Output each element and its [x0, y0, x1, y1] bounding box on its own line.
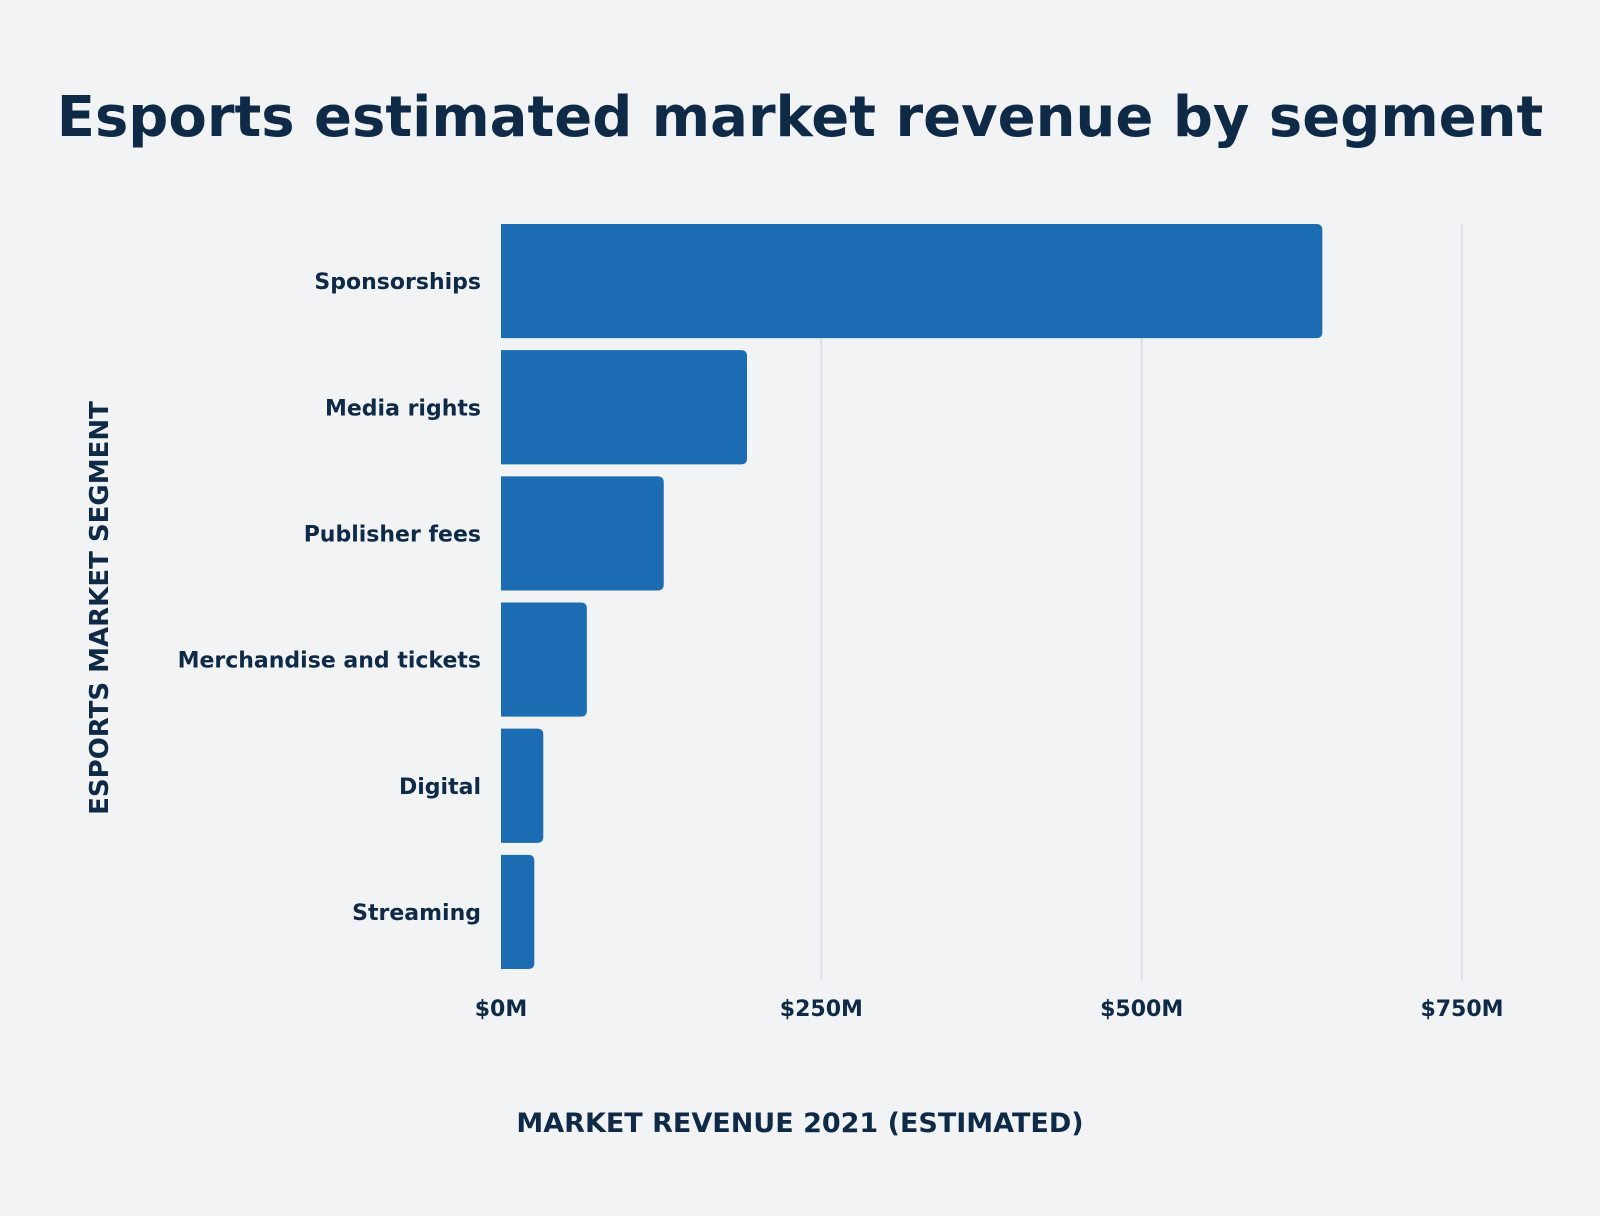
bar-merchandise-and-tickets — [501, 602, 587, 717]
category-label: Media rights — [325, 396, 481, 421]
category-label: Merchandise and tickets — [178, 649, 481, 674]
x-tick-label: $500M — [1100, 997, 1183, 1022]
gridlines — [820, 224, 1463, 981]
category-labels: Sponsorships Media rights Publisher fees Me… — [178, 270, 481, 926]
y-axis-title: ESPORTS MARKET SEGMENT — [85, 401, 115, 815]
bar-publisher-fees — [501, 476, 664, 591]
x-axis-title: MARKET REVENUE 2021 (ESTIMATED) — [516, 1108, 1083, 1139]
chart-title: Esports estimated market revenue by segm… — [57, 85, 1544, 150]
bar-sponsorships — [501, 224, 1323, 339]
category-label: Publisher fees — [304, 522, 481, 547]
category-label: Sponsorships — [314, 270, 481, 295]
category-label: Digital — [399, 775, 481, 800]
bars — [501, 224, 1323, 969]
x-tick-label: $0M — [475, 997, 528, 1022]
bar-digital — [501, 728, 544, 843]
bar-streaming — [501, 854, 535, 969]
x-tick-label: $750M — [1420, 997, 1503, 1022]
x-tick-label: $250M — [780, 997, 863, 1022]
bar-media-rights — [501, 350, 748, 465]
category-label: Streaming — [352, 901, 481, 926]
x-tick-labels: $0M $250M $500M $750M — [475, 997, 1504, 1022]
